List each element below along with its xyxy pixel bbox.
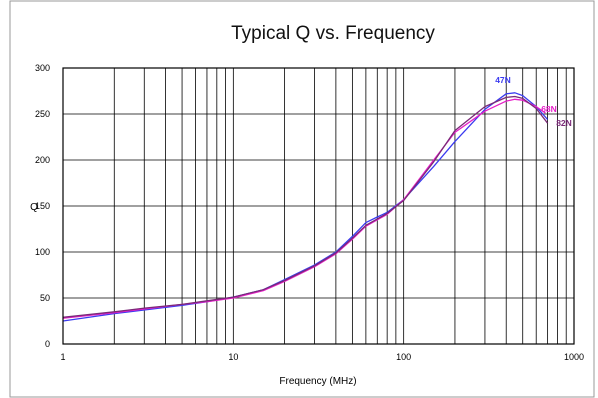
y-axis-label: Q [30,202,38,213]
x-tick-label: 10 [228,352,238,362]
outer-frame [9,0,595,398]
plot-border [62,67,575,345]
series-label-68n: 68N [541,104,557,114]
series-label-82n: 82N [556,118,572,128]
y-tick-label: 200 [35,155,50,165]
series-lines [62,92,549,322]
grid [63,68,574,344]
series-label-47n: 47N [495,75,511,85]
x-tick-label: 100 [396,352,411,362]
y-tick-label: 250 [35,109,50,119]
y-tick-label: 50 [40,293,50,303]
chart-title: Typical Q vs. Frequency [231,23,435,44]
series-labels: 47N 68N 82N [495,75,572,128]
tick-labels: 1 10 100 1000 0 50 100 150 200 250 300 [35,63,584,362]
x-tick-label: 1000 [564,352,584,362]
y-tick-label: 300 [35,63,50,73]
y-tick-label: 100 [35,247,50,257]
series-line-82n [62,95,549,318]
x-axis-label: Frequency (MHz) [279,376,356,387]
y-tick-label: 150 [35,201,50,211]
y-tick-label: 0 [45,339,50,349]
x-tick-label: 1 [60,352,65,362]
